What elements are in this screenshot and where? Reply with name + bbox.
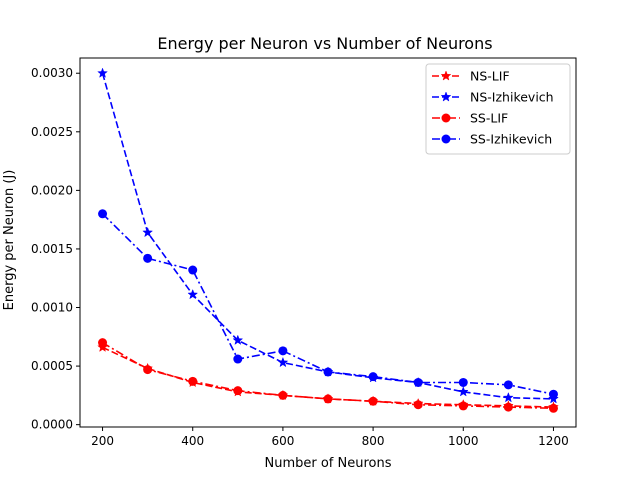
y-tick-label: 0.0015	[31, 242, 73, 256]
data-point-ss-izhikevich	[98, 209, 108, 219]
data-point-ss-lif	[143, 365, 153, 375]
data-point-ss-lif	[233, 386, 243, 396]
data-point-ns-izhikevich	[232, 334, 244, 345]
x-tick-label: 200	[91, 434, 114, 448]
legend: NS-LIF NS-Izhikevich SS-LIF SS-Izhikevich	[425, 63, 571, 155]
legend-marker-ss-lif	[441, 113, 451, 123]
data-point-ss-izhikevich	[458, 377, 468, 387]
data-point-ns-izhikevich	[142, 226, 154, 238]
data-point-ss-lif	[503, 402, 513, 412]
legend-box	[425, 63, 571, 155]
data-point-ns-izhikevich	[457, 386, 469, 397]
plot-area: 200 400 600 800 1000 1200 0.0000 0.0005 0.0010 0.…	[31, 57, 577, 448]
y-tick-label: 0.0000	[31, 418, 73, 432]
data-point-ns-izhikevich	[502, 391, 514, 403]
data-point-ss-lif	[278, 390, 288, 400]
data-point-ss-lif	[323, 394, 333, 404]
y-tick-label: 0.0005	[31, 359, 73, 373]
legend-label-ss-izhikevich: SS-Izhikevich	[470, 132, 552, 147]
legend-marker-ns-izhikevich	[440, 91, 452, 102]
legend-marker-ss-izhikevich	[441, 134, 451, 144]
data-point-ss-izhikevich	[233, 354, 243, 364]
y-tick-label: 0.0010	[31, 301, 73, 315]
legend-label-ss-lif: SS-LIF	[470, 111, 508, 126]
x-tick-label: 400	[181, 434, 204, 448]
data-point-ss-lif	[98, 338, 108, 348]
y-axis-label: Energy per Neuron (J)	[2, 170, 17, 311]
y-tick-label: 0.0030	[31, 66, 73, 80]
y-tick-label: 0.0025	[31, 125, 73, 139]
chart-title: Energy per Neuron vs Number of Neurons	[157, 34, 492, 53]
x-axis-label: Number of Neurons	[264, 456, 391, 471]
data-point-ss-izhikevich	[503, 380, 513, 390]
data-point-ss-izhikevich	[143, 253, 153, 263]
data-point-ss-lif	[368, 396, 378, 406]
data-point-ss-izhikevich	[188, 265, 198, 275]
data-point-ss-izhikevich	[323, 367, 333, 377]
y-tick-label: 0.0020	[31, 183, 73, 197]
data-point-ss-izhikevich	[413, 377, 423, 387]
x-tick-label: 1000	[448, 434, 479, 448]
legend-marker-ns-lif	[440, 70, 452, 81]
data-point-ss-izhikevich	[278, 346, 288, 356]
data-point-ns-izhikevich	[277, 356, 289, 368]
legend-label-ns-lif: NS-LIF	[470, 69, 510, 84]
data-point-ss-izhikevich	[368, 372, 378, 382]
x-tick-label: 600	[271, 434, 294, 448]
x-tick-label: 1200	[538, 434, 569, 448]
data-point-ns-izhikevich	[97, 67, 108, 78]
data-point-ss-lif	[413, 400, 423, 410]
data-point-ns-izhikevich	[187, 288, 199, 300]
x-tick-label: 800	[362, 434, 385, 448]
axes-frame	[79, 57, 577, 428]
data-point-ss-izhikevich	[548, 389, 558, 399]
legend-label-ns-izhikevich: NS-Izhikevich	[470, 90, 554, 105]
data-point-ss-lif	[458, 401, 468, 411]
data-point-ss-lif	[548, 403, 558, 413]
data-point-ss-lif	[188, 376, 198, 386]
